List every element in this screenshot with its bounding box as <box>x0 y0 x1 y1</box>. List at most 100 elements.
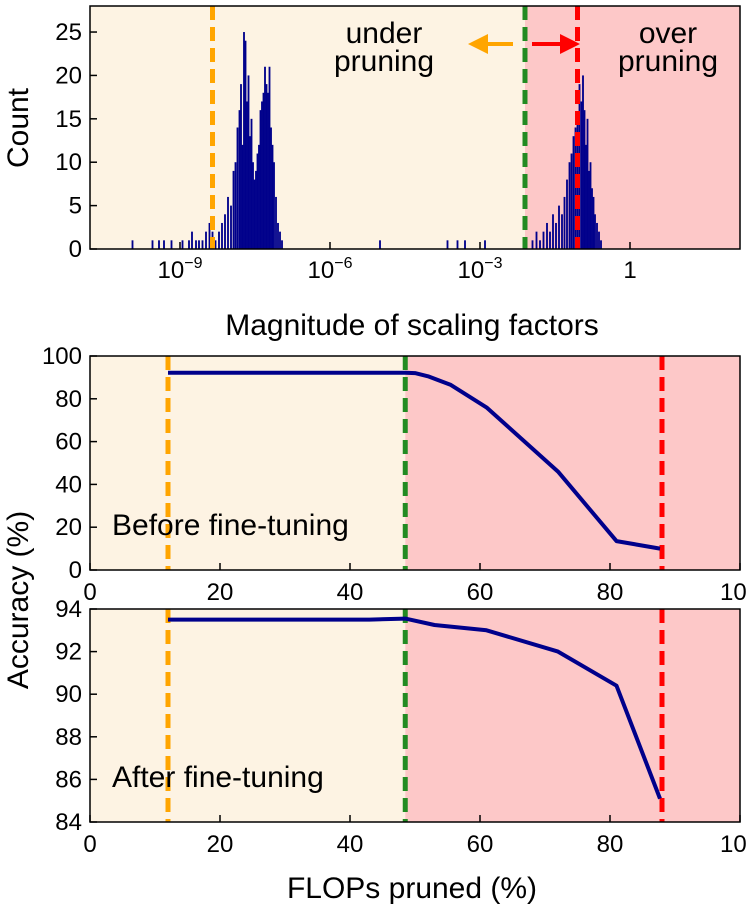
histogram-bar <box>555 222 557 249</box>
histogram-bar <box>552 214 554 249</box>
histogram-bar <box>563 196 566 249</box>
histogram-bar <box>188 240 190 249</box>
histogram-bar <box>270 127 272 249</box>
before-y-ticks: 0 20 40 60 80 100 <box>42 343 97 584</box>
histogram-x-axis-label: Magnitude of scaling factors <box>225 309 599 342</box>
histogram-bar <box>275 196 277 249</box>
histogram-bar <box>191 231 193 249</box>
x-tick-label: 0 <box>83 579 96 606</box>
histogram-bar <box>236 127 239 249</box>
after-x-ticks: 0 20 40 60 80 100 <box>83 815 747 858</box>
histogram-bar <box>208 222 211 249</box>
x-tick-label: 100 <box>720 579 747 606</box>
histogram-bar <box>205 231 207 249</box>
x-tick-label: 40 <box>337 831 364 858</box>
histogram-bar <box>261 101 263 249</box>
histogram-bar <box>265 84 268 249</box>
before-finetuning-panel: 0 20 40 60 80 100 0 20 40 60 80 100 Before fine-tu… <box>42 343 747 606</box>
y-tick-label: 0 <box>69 557 82 584</box>
x-tick-label: 40 <box>337 579 364 606</box>
histogram-bar <box>247 75 250 249</box>
before-x-ticks: 0 20 40 60 80 100 <box>83 563 747 606</box>
histogram-bar <box>568 162 571 249</box>
over-pruning-label-line1: over <box>639 17 697 50</box>
histogram-bar <box>234 162 237 249</box>
histogram-bar <box>379 240 381 249</box>
histogram-bar <box>268 66 271 249</box>
histogram-bar <box>170 240 173 249</box>
accuracy-after-line <box>168 616 662 800</box>
x-tick-label: 80 <box>597 579 624 606</box>
y-tick-label: 88 <box>55 724 82 751</box>
histogram-bar <box>273 162 275 249</box>
x-tick-label: 100 <box>720 831 747 858</box>
histogram-bar <box>586 118 589 249</box>
histogram-bar <box>238 110 241 250</box>
under-pruning-label-line2: pruning <box>334 45 434 78</box>
histogram-bar <box>232 170 235 249</box>
histogram-bar <box>592 196 595 249</box>
histogram-bar <box>456 240 459 249</box>
histogram-bar <box>151 240 154 249</box>
histogram-bar <box>446 240 449 249</box>
y-tick-label: 100 <box>42 343 82 370</box>
y-tick-label: 0 <box>69 236 82 263</box>
y-tick-label: 60 <box>55 429 82 456</box>
y-tick-label: 20 <box>55 62 82 89</box>
histogram-bar <box>484 240 486 249</box>
histogram-bar <box>243 32 245 250</box>
histogram-bar <box>163 240 165 249</box>
histogram-bar <box>258 144 260 249</box>
histogram-bar <box>195 240 197 249</box>
under-pruning-region <box>90 609 406 822</box>
histogram-bar <box>277 222 279 249</box>
x-tick-label: 1 <box>623 257 636 284</box>
over-pruning-label-line2: pruning <box>618 45 718 78</box>
x-tick-label: 10−9 <box>158 255 203 284</box>
y-tick-label: 84 <box>55 809 82 836</box>
histogram-bar <box>246 101 248 249</box>
histogram-bar <box>596 222 598 249</box>
histogram-bar <box>546 222 548 249</box>
histogram-bar <box>218 231 220 249</box>
histogram-bar <box>259 110 262 250</box>
accuracy-y-axis-label: Accuracy (%) <box>2 511 35 689</box>
histogram-bar <box>531 240 534 249</box>
histogram-bar <box>464 240 466 249</box>
histogram-y-axis-label: Count <box>2 87 35 168</box>
histogram-bar <box>241 144 244 249</box>
before-frame <box>89 355 741 571</box>
histogram-bar <box>198 240 200 249</box>
histogram-bar <box>181 240 184 249</box>
y-tick-label: 86 <box>55 766 82 793</box>
histogram-bar <box>583 110 586 250</box>
over-pruning-region <box>405 609 740 822</box>
histogram-frame <box>89 5 741 250</box>
histogram-bar <box>201 240 204 249</box>
histogram-bar <box>158 240 160 249</box>
y-tick-label: 10 <box>55 149 82 176</box>
x-tick-label: 80 <box>597 831 624 858</box>
y-tick-label: 40 <box>55 471 82 498</box>
histogram-y-ticks: 0 5 10 15 20 25 <box>55 19 97 263</box>
histogram-bar <box>589 162 592 249</box>
histogram-bar <box>240 84 242 249</box>
histogram-bar <box>131 240 134 249</box>
histogram-bar <box>256 153 259 249</box>
accuracy-before-line <box>168 370 661 551</box>
histogram-bars <box>131 32 602 250</box>
histogram-bar <box>271 144 274 249</box>
x-tick-label: 20 <box>207 831 234 858</box>
histogram-bar <box>600 240 602 249</box>
x-axis-label-flops: FLOPs pruned (%) <box>287 872 537 905</box>
histogram-bar <box>230 205 232 249</box>
histogram-bar <box>267 92 269 250</box>
histogram-bar <box>227 196 229 249</box>
histogram-bar <box>585 144 587 249</box>
y-tick-label: 15 <box>55 106 82 133</box>
histogram-panel: 0 5 10 15 20 25 10−9 10−6 10−3 1 Count Magnitude… <box>2 5 741 342</box>
histogram-bar <box>561 214 563 249</box>
histogram-bar <box>539 240 541 249</box>
histogram-bar <box>558 205 560 249</box>
